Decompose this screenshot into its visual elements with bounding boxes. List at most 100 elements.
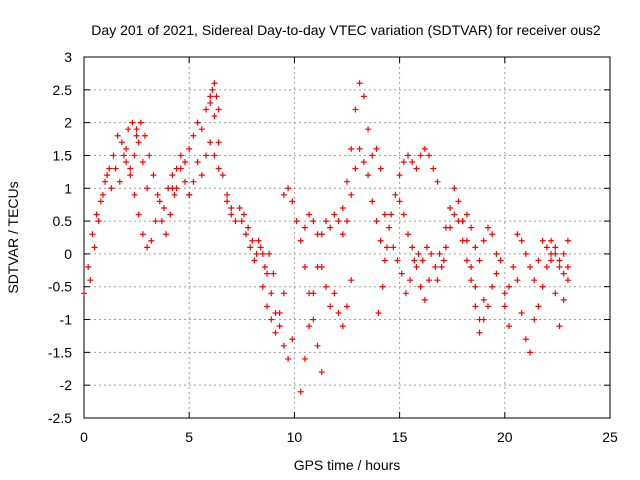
- data-point: [390, 244, 397, 251]
- data-point: [301, 264, 308, 271]
- y-tick-label: 0: [64, 246, 72, 262]
- data-point: [506, 283, 513, 290]
- data-point: [297, 237, 304, 244]
- data-point: [459, 218, 466, 225]
- data-point: [352, 106, 359, 113]
- data-point: [310, 290, 317, 297]
- data-point: [215, 106, 222, 113]
- data-point: [539, 237, 546, 244]
- data-point: [268, 316, 275, 323]
- data-point: [440, 257, 447, 264]
- data-point: [211, 113, 218, 120]
- data-point: [556, 257, 563, 264]
- data-point: [419, 257, 426, 264]
- data-point: [327, 303, 334, 310]
- data-point: [285, 185, 292, 192]
- data-point: [348, 145, 355, 152]
- data-point: [93, 211, 100, 218]
- data-point: [556, 264, 563, 271]
- data-point: [405, 231, 412, 238]
- data-point: [285, 355, 292, 362]
- data-point: [411, 257, 418, 264]
- data-point: [99, 191, 106, 198]
- series-arc-25: [535, 250, 571, 330]
- data-point: [510, 264, 517, 271]
- data-point: [181, 159, 188, 166]
- data-point: [539, 283, 546, 290]
- data-point: [476, 329, 483, 336]
- data-point: [436, 250, 443, 257]
- data-point: [331, 290, 338, 297]
- x-tick-label: 25: [602, 429, 618, 445]
- data-point: [552, 290, 559, 297]
- data-point: [344, 178, 350, 185]
- data-point: [245, 224, 252, 231]
- data-point: [91, 244, 98, 251]
- data-point: [339, 231, 346, 238]
- data-point: [116, 178, 123, 185]
- data-point: [564, 264, 571, 271]
- data-point: [369, 152, 376, 159]
- data-point: [137, 119, 144, 126]
- data-point: [501, 303, 508, 310]
- data-point: [356, 145, 363, 152]
- data-point: [331, 211, 338, 218]
- data-point: [207, 93, 214, 100]
- data-point: [276, 309, 283, 316]
- data-point: [442, 244, 449, 251]
- data-point: [434, 277, 441, 284]
- data-point: [560, 270, 567, 277]
- series-arc-16: [375, 145, 441, 316]
- data-point: [186, 191, 193, 198]
- x-tick-label: 0: [80, 429, 88, 445]
- data-point: [133, 126, 140, 133]
- data-point: [169, 185, 176, 192]
- data-point: [396, 172, 403, 179]
- data-point: [131, 152, 138, 159]
- data-point: [177, 152, 184, 159]
- data-point: [413, 165, 420, 172]
- y-tick-label: 1: [64, 180, 72, 196]
- data-point: [344, 218, 350, 225]
- data-point: [394, 257, 401, 264]
- data-point: [169, 172, 176, 179]
- data-point: [85, 264, 92, 271]
- data-point: [198, 172, 205, 179]
- data-point: [531, 316, 538, 323]
- data-point: [352, 165, 359, 172]
- data-point: [301, 224, 308, 231]
- data-point: [224, 191, 231, 198]
- data-point: [535, 257, 542, 264]
- data-point: [360, 159, 367, 166]
- data-point: [327, 224, 334, 231]
- data-point: [480, 296, 487, 303]
- data-point: [472, 283, 479, 290]
- data-point: [181, 178, 188, 185]
- data-point: [264, 303, 271, 310]
- data-point: [171, 191, 178, 198]
- data-point: [377, 237, 384, 244]
- data-point: [154, 191, 161, 198]
- data-point: [322, 283, 329, 290]
- data-point: [484, 224, 491, 231]
- data-point: [228, 204, 235, 211]
- data-point: [253, 250, 260, 257]
- data-point: [386, 224, 393, 231]
- data-point: [463, 237, 470, 244]
- data-point: [259, 283, 266, 290]
- data-point: [129, 119, 136, 126]
- series-arc-14: [339, 80, 384, 211]
- data-point: [266, 250, 273, 257]
- data-point: [506, 323, 513, 330]
- data-point: [135, 139, 142, 146]
- data-point: [360, 93, 367, 100]
- data-point: [81, 290, 87, 297]
- data-point: [472, 244, 479, 251]
- data-point: [381, 257, 388, 264]
- data-point: [527, 264, 534, 271]
- series-arc-4: [133, 119, 178, 238]
- data-point: [560, 296, 567, 303]
- data-point: [379, 283, 386, 290]
